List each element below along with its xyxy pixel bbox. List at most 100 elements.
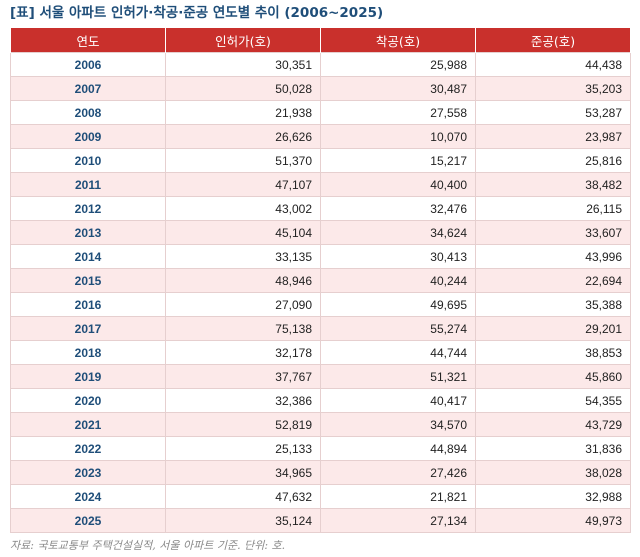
source-note: 자료: 국토교통부 주택건설실적, 서울 아파트 기준. 단위: 호. [10, 539, 286, 552]
cell-starts: 30,413 [320, 244, 476, 269]
cell-starts: 15,217 [320, 148, 476, 173]
cell-year: 2016 [10, 292, 166, 317]
cell-completions: 38,853 [475, 340, 631, 365]
cell-permits: 52,819 [165, 412, 321, 437]
cell-starts: 30,487 [320, 76, 476, 101]
cell-permits: 48,946 [165, 268, 321, 293]
cell-completions: 29,201 [475, 316, 631, 341]
header-permits: 인허가(호) [165, 28, 321, 53]
table-row: 2014 33,135 30,413 43,996 [10, 244, 631, 269]
cell-year: 2021 [10, 412, 166, 437]
data-table: 연도 인허가(호) 착공(호) 준공(호) 2006 30,351 25,988 44… [10, 28, 631, 533]
cell-permits: 75,138 [165, 316, 321, 341]
cell-year: 2017 [10, 316, 166, 341]
cell-starts: 40,400 [320, 172, 476, 197]
cell-permits: 35,124 [165, 508, 321, 533]
table-row: 2006 30,351 25,988 44,438 [10, 52, 631, 77]
cell-year: 2022 [10, 436, 166, 461]
cell-permits: 51,370 [165, 148, 321, 173]
cell-starts: 10,070 [320, 124, 476, 149]
cell-year: 2006 [10, 52, 166, 77]
cell-completions: 38,482 [475, 172, 631, 197]
cell-permits: 47,632 [165, 484, 321, 509]
cell-permits: 32,178 [165, 340, 321, 365]
table-row: 2016 27,090 49,695 35,388 [10, 292, 631, 317]
cell-year: 2020 [10, 388, 166, 413]
cell-starts: 34,624 [320, 220, 476, 245]
cell-completions: 43,996 [475, 244, 631, 269]
cell-permits: 25,133 [165, 436, 321, 461]
cell-completions: 35,388 [475, 292, 631, 317]
cell-permits: 26,626 [165, 124, 321, 149]
table-row: 2021 52,819 34,570 43,729 [10, 412, 631, 437]
table-row: 2008 21,938 27,558 53,287 [10, 100, 631, 125]
table-row: 2024 47,632 21,821 32,988 [10, 484, 631, 509]
cell-completions: 23,987 [475, 124, 631, 149]
cell-completions: 45,860 [475, 364, 631, 389]
table-row: 2009 26,626 10,070 23,987 [10, 124, 631, 149]
cell-completions: 49,973 [475, 508, 631, 533]
cell-year: 2010 [10, 148, 166, 173]
cell-permits: 50,028 [165, 76, 321, 101]
table-row: 2010 51,370 15,217 25,816 [10, 148, 631, 173]
table-row: 2015 48,946 40,244 22,694 [10, 268, 631, 293]
cell-permits: 30,351 [165, 52, 321, 77]
cell-completions: 25,816 [475, 148, 631, 173]
cell-year: 2015 [10, 268, 166, 293]
table-row: 2018 32,178 44,744 38,853 [10, 340, 631, 365]
cell-year: 2019 [10, 364, 166, 389]
cell-completions: 35,203 [475, 76, 631, 101]
cell-starts: 40,244 [320, 268, 476, 293]
table-row: 2019 37,767 51,321 45,860 [10, 364, 631, 389]
cell-starts: 27,558 [320, 100, 476, 125]
cell-completions: 54,355 [475, 388, 631, 413]
table-row: 2022 25,133 44,894 31,836 [10, 436, 631, 461]
cell-permits: 27,090 [165, 292, 321, 317]
cell-completions: 31,836 [475, 436, 631, 461]
cell-permits: 32,386 [165, 388, 321, 413]
cell-starts: 25,988 [320, 52, 476, 77]
cell-permits: 34,965 [165, 460, 321, 485]
cell-starts: 34,570 [320, 412, 476, 437]
header-row: 연도 인허가(호) 착공(호) 준공(호) [10, 28, 631, 53]
table-row: 2020 32,386 40,417 54,355 [10, 388, 631, 413]
table-row: 2011 47,107 40,400 38,482 [10, 172, 631, 197]
cell-completions: 26,115 [475, 196, 631, 221]
cell-year: 2012 [10, 196, 166, 221]
table-row: 2007 50,028 30,487 35,203 [10, 76, 631, 101]
cell-starts: 49,695 [320, 292, 476, 317]
table-row: 2017 75,138 55,274 29,201 [10, 316, 631, 341]
cell-year: 2023 [10, 460, 166, 485]
table-row: 2013 45,104 34,624 33,607 [10, 220, 631, 245]
cell-year: 2018 [10, 340, 166, 365]
header-completions: 준공(호) [475, 28, 631, 53]
cell-completions: 22,694 [475, 268, 631, 293]
cell-starts: 40,417 [320, 388, 476, 413]
cell-permits: 33,135 [165, 244, 321, 269]
cell-starts: 32,476 [320, 196, 476, 221]
cell-starts: 21,821 [320, 484, 476, 509]
cell-year: 2011 [10, 172, 166, 197]
cell-starts: 44,894 [320, 436, 476, 461]
cell-completions: 53,287 [475, 100, 631, 125]
cell-completions: 32,988 [475, 484, 631, 509]
cell-permits: 43,002 [165, 196, 321, 221]
cell-year: 2013 [10, 220, 166, 245]
cell-permits: 37,767 [165, 364, 321, 389]
cell-completions: 38,028 [475, 460, 631, 485]
cell-permits: 21,938 [165, 100, 321, 125]
cell-completions: 44,438 [475, 52, 631, 77]
cell-year: 2024 [10, 484, 166, 509]
table-title: [표] 서울 아파트 인허가·착공·준공 연도별 추이 (2006~2025) [10, 5, 384, 21]
cell-starts: 27,134 [320, 508, 476, 533]
table-row: 2023 34,965 27,426 38,028 [10, 460, 631, 485]
cell-year: 2009 [10, 124, 166, 149]
cell-starts: 27,426 [320, 460, 476, 485]
cell-completions: 33,607 [475, 220, 631, 245]
cell-year: 2008 [10, 100, 166, 125]
table-row: 2012 43,002 32,476 26,115 [10, 196, 631, 221]
cell-year: 2007 [10, 76, 166, 101]
cell-permits: 45,104 [165, 220, 321, 245]
cell-year: 2025 [10, 508, 166, 533]
header-starts: 착공(호) [320, 28, 476, 53]
